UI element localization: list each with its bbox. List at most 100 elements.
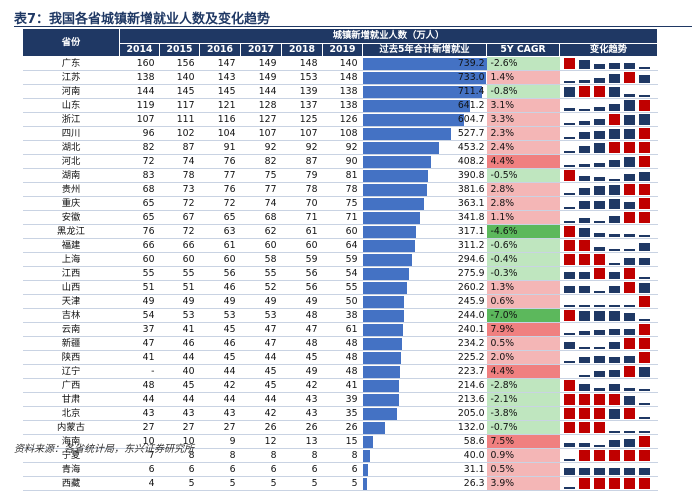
trend-mark: [623, 174, 635, 181]
trend-cell: [559, 476, 658, 491]
trend-mark: [623, 450, 635, 461]
value-cell-2018: 125: [281, 112, 323, 127]
trend-cell: [559, 350, 658, 365]
trend-mark: [623, 157, 635, 167]
sum-bar-cell: 58.6: [362, 434, 487, 449]
value-cell-2014: 4: [119, 476, 160, 491]
table-row: 山东 119 117 121 128 137 138 641.2 3.1%: [22, 98, 658, 113]
province-cell: 浙江: [22, 112, 120, 127]
value-cell-2018: 13: [281, 434, 323, 449]
sum-bar-cell: 132.0: [362, 420, 487, 435]
value-cell-2017: 26: [240, 420, 282, 435]
trend-mark: [623, 268, 635, 279]
value-cell-2019: 64: [322, 238, 363, 253]
value-cell-2016: 91: [199, 140, 241, 155]
value-cell-2016: 5: [199, 476, 241, 491]
cagr-cell: 0.6%: [486, 294, 560, 309]
trend-mark: [578, 146, 590, 153]
sum-bar-cell: 733.0: [362, 70, 487, 85]
value-cell-2015: 45: [159, 378, 200, 393]
value-cell-2014: 51: [119, 280, 160, 295]
trend-mark: [593, 64, 605, 69]
province-cell: 辽宁: [22, 364, 120, 379]
table-row: 海南 10 10 9 12 13 15 58.6 7.5%: [22, 434, 658, 449]
trend-mark: [623, 478, 635, 489]
cagr-cell: 2.8%: [486, 196, 560, 211]
trend-mark: [623, 249, 635, 251]
value-cell-2017: 127: [240, 112, 282, 127]
sum-bar: [362, 100, 470, 112]
province-cell: 北京: [22, 406, 120, 421]
sum-bar: [362, 380, 399, 392]
value-cell-2018: 153: [281, 70, 323, 85]
trend-mark: [608, 63, 620, 69]
trend-mark: [608, 216, 620, 223]
trend-mark: [608, 431, 620, 433]
value-cell-2017: 45: [240, 364, 282, 379]
value-cell-2015: 41: [159, 322, 200, 337]
value-cell-2016: 143: [199, 70, 241, 85]
value-cell-2019: 8: [322, 448, 363, 463]
trend-mark: [578, 357, 590, 363]
trend-mark: [578, 443, 590, 447]
value-cell-2017: 77: [240, 182, 282, 197]
value-cell-2014: 49: [119, 294, 160, 309]
sum-bar-label: 205.0: [457, 408, 485, 419]
value-cell-2018: 42: [281, 378, 323, 393]
table-row: 重庆 65 72 72 74 70 75 363.1 2.8%: [22, 196, 658, 211]
value-cell-2017: 5: [240, 476, 282, 491]
trend-mark: [623, 388, 635, 391]
trend-mark: [623, 338, 635, 349]
trend-mark: [638, 258, 650, 265]
value-cell-2018: 61: [281, 224, 323, 239]
trend-mark: [563, 468, 575, 475]
table-row: 湖南 83 78 77 75 79 81 390.8 -0.5%: [22, 168, 658, 183]
value-cell-2019: 138: [322, 98, 363, 113]
trend-mark: [563, 108, 575, 111]
trend-mark: [563, 286, 575, 293]
value-cell-2014: 54: [119, 308, 160, 323]
value-cell-2014: 37: [119, 322, 160, 337]
trend-mark: [623, 408, 635, 419]
trend-mark: [563, 408, 575, 419]
value-cell-2018: 60: [281, 238, 323, 253]
value-cell-2015: 117: [159, 98, 200, 113]
value-cell-2016: 44: [199, 392, 241, 407]
trend-mark: [638, 198, 650, 209]
cagr-cell: -7.0%: [486, 308, 560, 323]
province-cell: 天津: [22, 294, 120, 309]
value-cell-2015: 87: [159, 140, 200, 155]
value-cell-2014: 47: [119, 336, 160, 351]
value-cell-2016: 9: [199, 434, 241, 449]
sum-bar: [362, 254, 412, 266]
trend-mark: [593, 388, 605, 391]
value-cell-2018: 48: [281, 308, 323, 323]
cagr-cell: -3.8%: [486, 406, 560, 421]
trend-mark: [623, 100, 635, 111]
sum-bar-label: 31.1: [463, 464, 485, 475]
trend-mark: [638, 417, 650, 419]
sum-bar-label: 604.7: [457, 114, 485, 125]
sum-bar: [362, 128, 451, 140]
source-note: 资料来源：各省统计局，东兴证券研究所: [14, 444, 194, 455]
trend-mark: [593, 347, 605, 349]
value-cell-2015: 156: [159, 56, 200, 71]
value-cell-2016: 61: [199, 238, 241, 253]
cagr-cell: 1.3%: [486, 280, 560, 295]
sum-bar: [362, 114, 464, 126]
value-cell-2015: 66: [159, 238, 200, 253]
trend-mark: [578, 422, 590, 433]
header-year-2016: 2016: [199, 43, 241, 57]
sum-bar: [362, 352, 401, 364]
province-cell: 江西: [22, 266, 120, 281]
trend-mark: [638, 100, 650, 111]
value-cell-2019: 39: [322, 392, 363, 407]
employment-table: 省份 城镇新增就业人数（万人） 2014 2015 2016 2017 2018 2019…: [22, 28, 658, 491]
value-cell-2016: 76: [199, 182, 241, 197]
province-cell: 湖北: [22, 140, 120, 155]
table-row: 黑龙江 76 72 63 62 61 60 317.1 -4.6%: [22, 224, 658, 239]
sum-bar-label: 390.8: [457, 170, 485, 181]
table-row: 天津 49 49 49 49 49 50 245.9 0.6%: [22, 294, 658, 309]
trend-mark: [638, 75, 650, 83]
trend-mark: [593, 468, 605, 475]
